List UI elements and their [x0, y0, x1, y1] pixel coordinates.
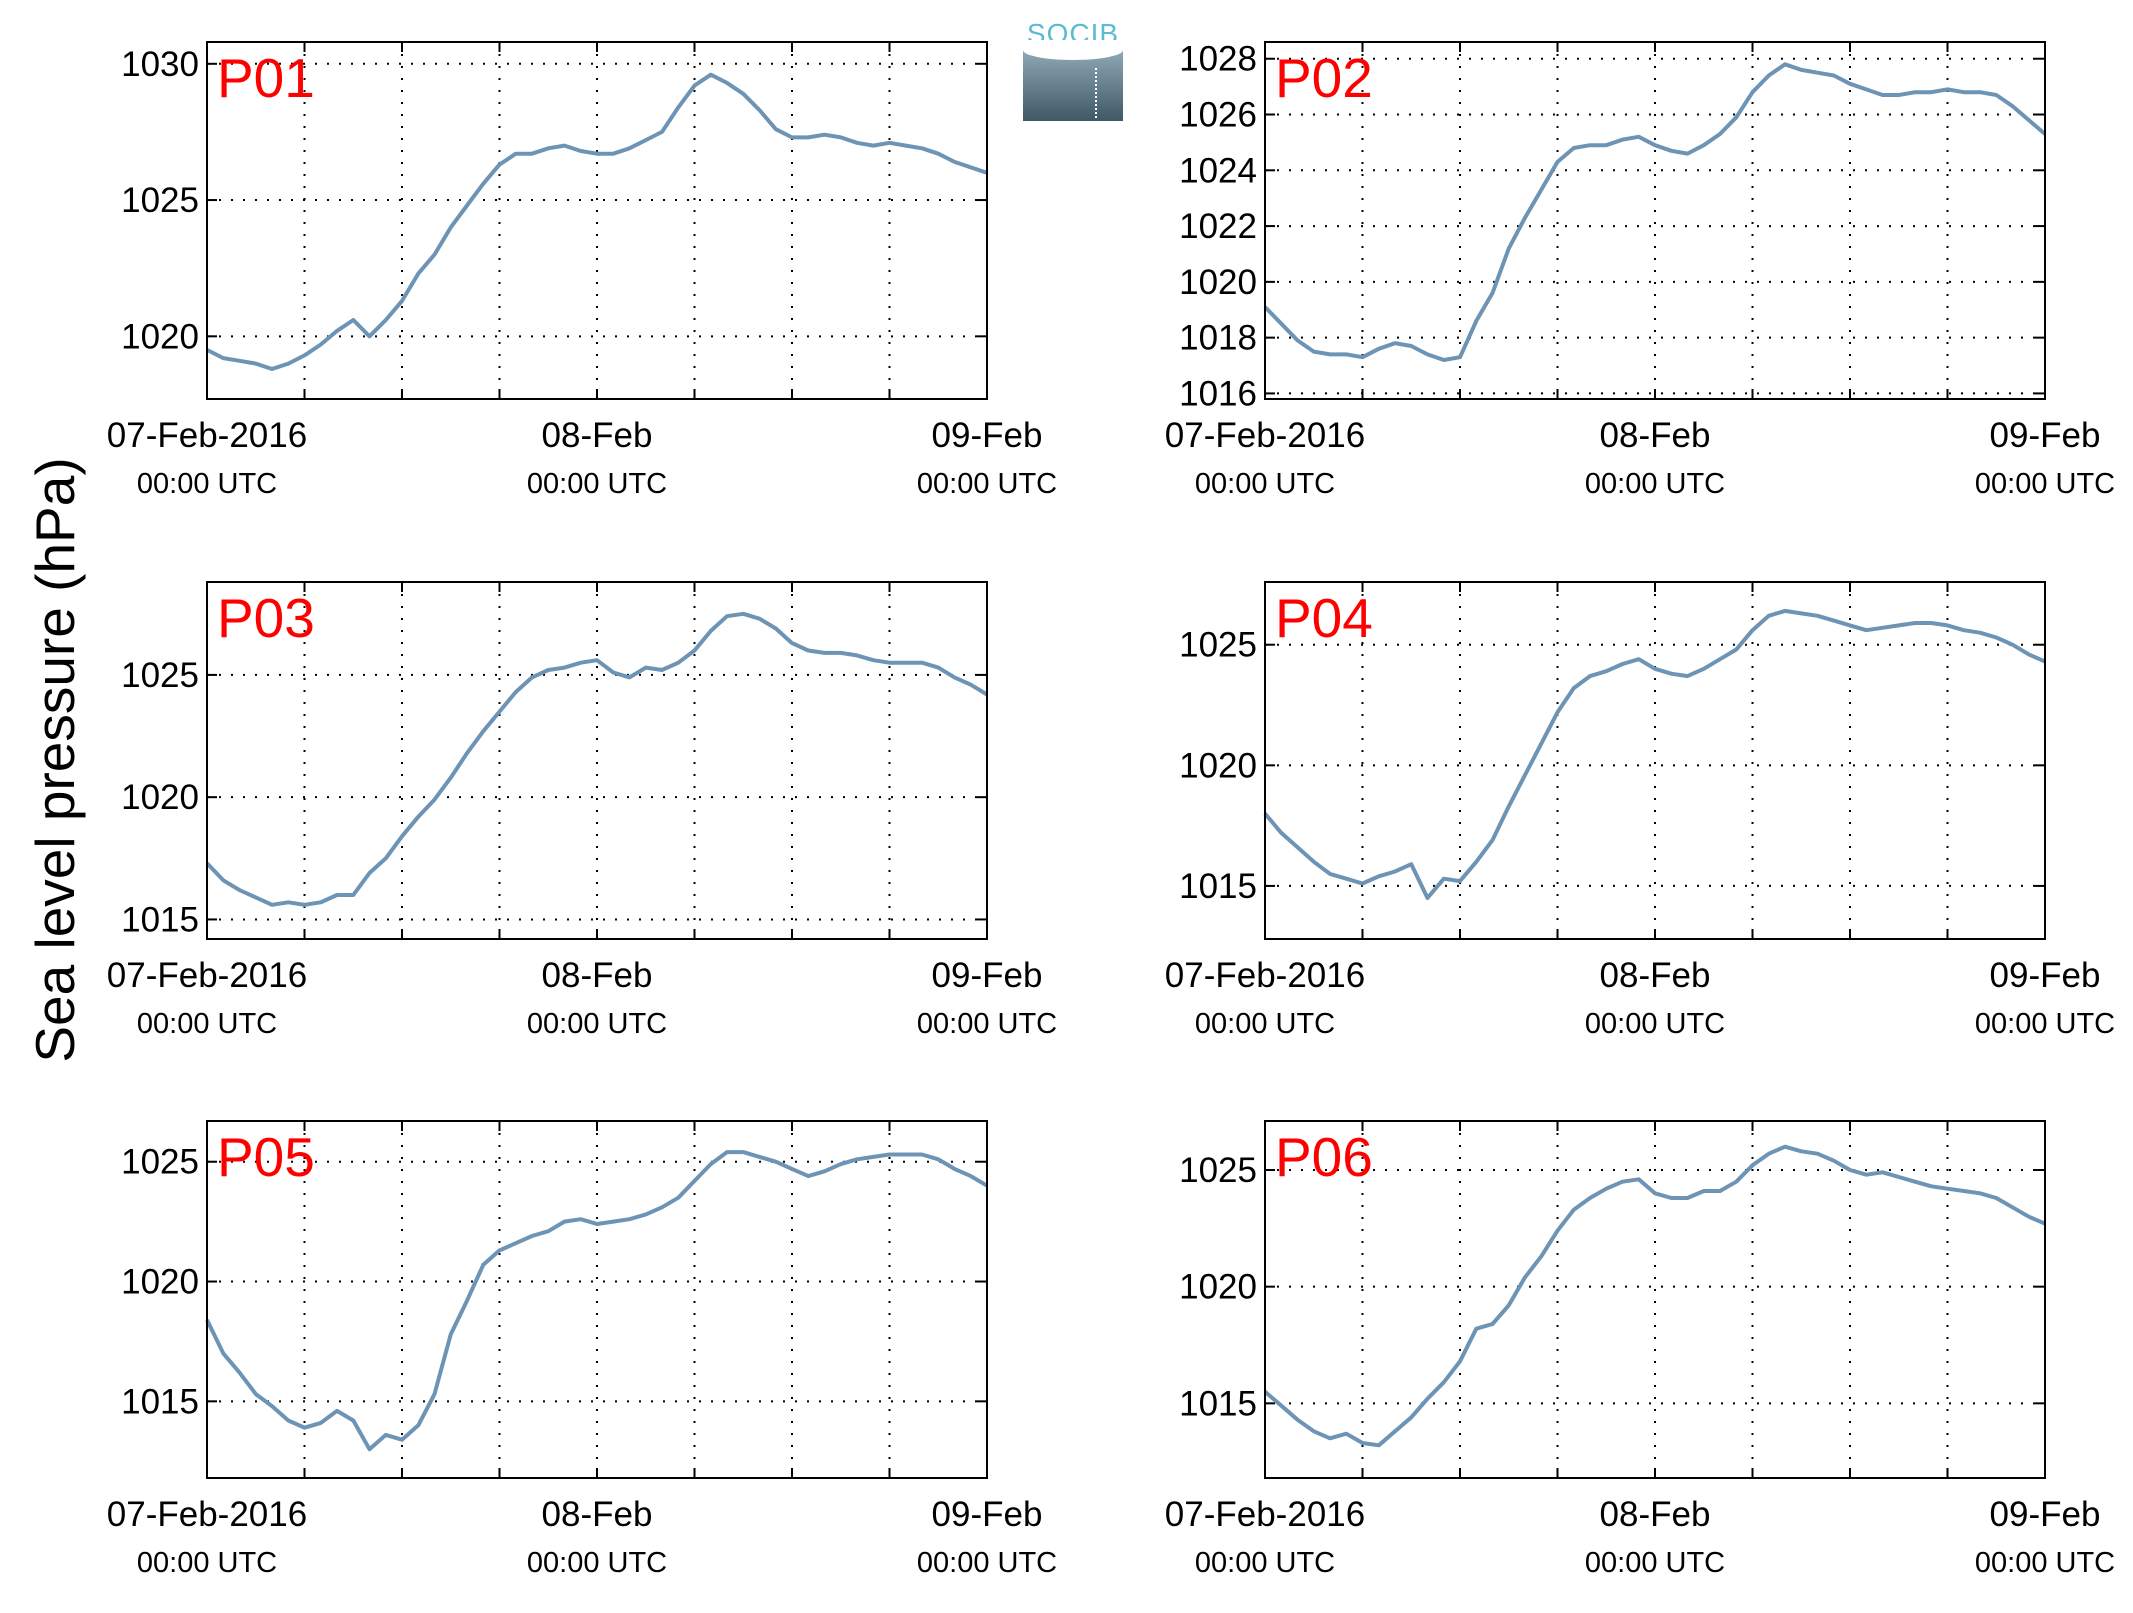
station-label: P01: [217, 47, 315, 109]
logo-arc: [1023, 40, 1123, 60]
x-tick-label-time: 00:00 UTC: [1585, 1547, 1725, 1579]
y-axis-label: Sea level pressure (hPa): [24, 457, 86, 1063]
x-tick-label-time: 00:00 UTC: [1195, 1008, 1335, 1040]
x-tick-label-date: 08-Feb: [1600, 1495, 1711, 1534]
x-tick-label-time: 00:00 UTC: [1195, 468, 1335, 500]
y-tick-label: 1026: [1179, 96, 1257, 135]
x-tick-label-date: 08-Feb: [542, 1495, 653, 1534]
series-line-p04: [1263, 608, 2046, 900]
x-tick-label-time: 00:00 UTC: [137, 1547, 277, 1579]
series-line-p03: [205, 611, 989, 907]
y-tick-label: 1020: [1179, 1268, 1257, 1307]
x-tick-label-date: 07-Feb-2016: [1165, 956, 1365, 995]
x-tick-label-time: 00:00 UTC: [917, 1547, 1057, 1579]
x-tick-label-date: 09-Feb: [932, 956, 1043, 995]
y-tick-label: 1025: [1179, 1151, 1257, 1190]
x-tick-label-time: 00:00 UTC: [1975, 1008, 2115, 1040]
x-tick-label-date: 08-Feb: [542, 956, 653, 995]
x-tick-label-time: 00:00 UTC: [527, 1547, 667, 1579]
plot-frame: [1264, 41, 2046, 400]
x-tick-label-time: 00:00 UTC: [1195, 1547, 1335, 1579]
y-tick-label: 1020: [1179, 263, 1257, 302]
y-tick-label: 1024: [1179, 151, 1257, 190]
y-tick-label: 1025: [121, 181, 199, 220]
logo-marker: [1095, 68, 1097, 118]
y-tick-label: 1018: [1179, 319, 1257, 358]
station-label: P06: [1275, 1126, 1373, 1188]
plot-frame: [206, 41, 988, 400]
x-tick-label-time: 00:00 UTC: [137, 1008, 277, 1040]
x-tick-label-date: 09-Feb: [1990, 956, 2101, 995]
x-tick-label-time: 00:00 UTC: [527, 1008, 667, 1040]
series-line-p02: [1263, 62, 2047, 362]
plot-frame: [206, 581, 988, 940]
panel-p03: 1015 1020 1025 07-Feb-2016 00:00 UTC 08-Feb 00…: [107, 581, 1057, 1040]
y-tick-label: 1020: [121, 317, 199, 356]
y-tick-label: 1015: [1179, 867, 1257, 906]
x-tick-label-date: 09-Feb: [932, 416, 1043, 455]
station-label: P02: [1275, 47, 1373, 109]
logo-wave-icon: [1023, 50, 1123, 121]
panel-p05: 1015 1020 1025 07-Feb-2016 00:00 UTC 08-Feb 00…: [107, 1120, 1057, 1579]
y-tick-label: 1015: [1179, 1384, 1257, 1423]
panel-p04: 1015 1020 1025 07-Feb-2016 00:00 UTC 08-Feb 00…: [1165, 581, 2115, 1040]
x-tick-label-date: 07-Feb-2016: [107, 1495, 307, 1534]
x-tick-label-date: 07-Feb-2016: [107, 956, 307, 995]
x-tick-label-time: 00:00 UTC: [527, 468, 667, 500]
x-tick-label-date: 08-Feb: [1600, 956, 1711, 995]
station-label: P04: [1275, 587, 1373, 649]
x-tick-label-time: 00:00 UTC: [137, 468, 277, 500]
x-tick-label-time: 00:00 UTC: [1585, 1008, 1725, 1040]
y-tick-label: 1025: [121, 656, 199, 695]
series-line-p06: [1263, 1144, 2046, 1448]
y-tick-label: 1022: [1179, 207, 1257, 246]
x-tick-label-date: 09-Feb: [932, 1495, 1043, 1534]
y-tick-label: 1015: [121, 1382, 199, 1421]
y-tick-label: 1020: [1179, 746, 1257, 785]
x-tick-label-date: 07-Feb-2016: [107, 416, 307, 455]
socib-logo: SOCIB: [1023, 18, 1123, 121]
x-tick-label-time: 00:00 UTC: [1975, 1547, 2115, 1579]
y-tick-label: 1020: [121, 778, 199, 817]
y-tick-label: 1028: [1179, 40, 1257, 79]
x-tick-label-date: 09-Feb: [1990, 1495, 2101, 1534]
series-line-p05: [205, 1150, 989, 1452]
x-tick-label-time: 00:00 UTC: [1975, 468, 2115, 500]
y-tick-label: 1016: [1179, 374, 1257, 413]
panel-p01: 1020 1025 1030 07-Feb-2016 00:00 UTC 08-Feb 00…: [107, 41, 1057, 500]
panel-p06: 1015 1020 1025 07-Feb-2016 00:00 UTC 08-Feb 00…: [1165, 1120, 2115, 1579]
x-tick-label-time: 00:00 UTC: [917, 1008, 1057, 1040]
y-tick-label: 1030: [121, 45, 199, 84]
station-label: P03: [217, 587, 315, 649]
y-tick-label: 1020: [121, 1263, 199, 1302]
x-tick-label-time: 00:00 UTC: [1585, 468, 1725, 500]
y-tick-label: 1015: [121, 900, 199, 939]
station-label: P05: [217, 1126, 315, 1188]
plot-frame: [206, 1120, 988, 1479]
x-tick-label-date: 07-Feb-2016: [1165, 1495, 1365, 1534]
plot-frame: [1264, 1120, 2046, 1479]
y-tick-label: 1025: [121, 1143, 199, 1182]
x-tick-label-date: 08-Feb: [542, 416, 653, 455]
y-tick-label: 1025: [1179, 626, 1257, 665]
x-tick-label-date: 08-Feb: [1600, 416, 1711, 455]
series-line-p01: [206, 72, 988, 371]
x-tick-label-date: 09-Feb: [1990, 416, 2101, 455]
x-tick-label-date: 07-Feb-2016: [1165, 416, 1365, 455]
plot-frame: [1264, 581, 2046, 940]
panel-p02: 1016 1018 1020 1022 1024 1026 1028 07-Feb-2016 0…: [1165, 40, 2115, 500]
x-tick-label-time: 00:00 UTC: [917, 468, 1057, 500]
